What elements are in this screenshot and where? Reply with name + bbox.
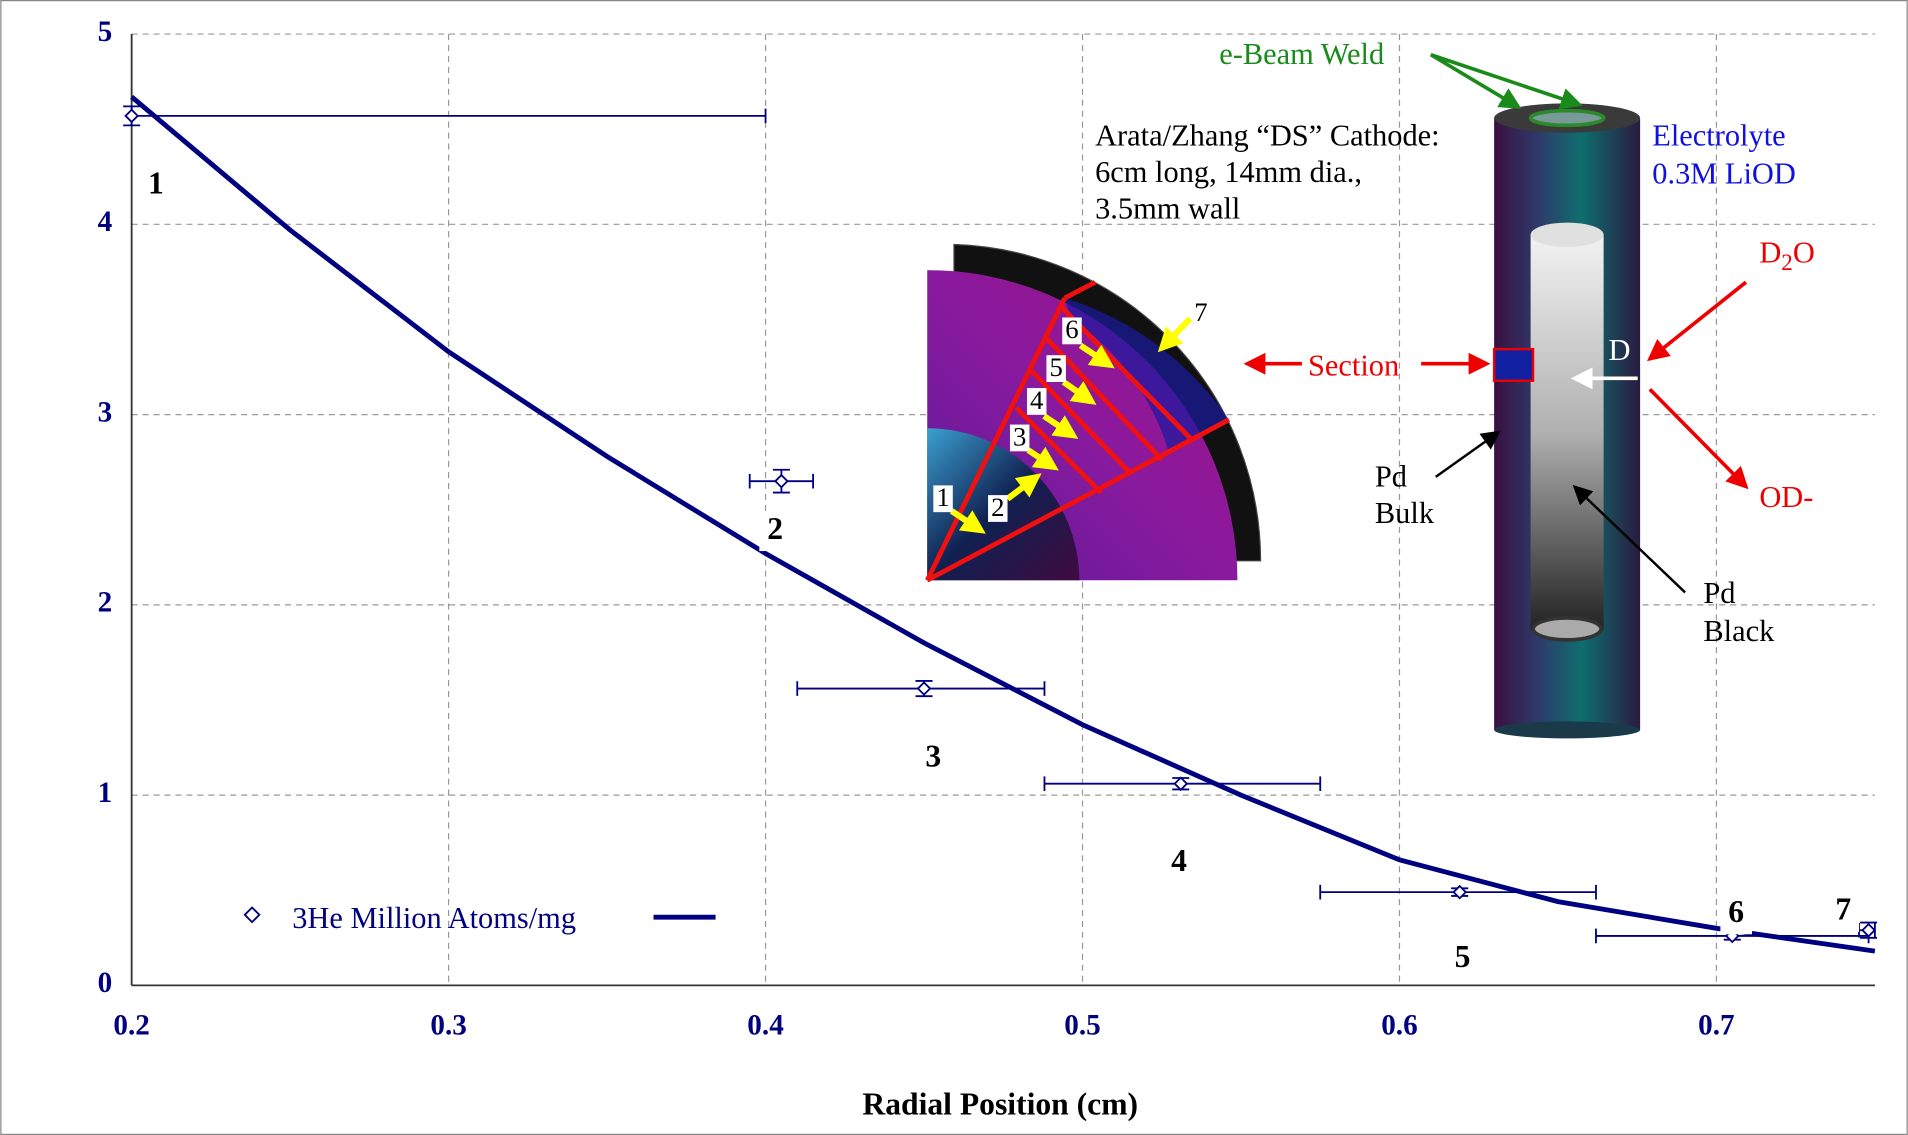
x-tick-label: 0.2: [113, 1010, 149, 1042]
pd-black-label: Pd: [1703, 576, 1735, 610]
electrolyte-label: 0.3M LiOD: [1652, 156, 1796, 190]
y-tick-label: 1: [98, 777, 113, 809]
d-label: D: [1608, 333, 1630, 367]
point-label: 7: [1835, 892, 1851, 927]
y-tick-label: 2: [98, 587, 113, 619]
y-tick-label: 5: [98, 16, 113, 48]
pd-bulk-label: Bulk: [1375, 496, 1435, 530]
d2o-part: O: [1793, 235, 1815, 269]
pd-bulk-label: Pd: [1375, 459, 1407, 493]
x-tick-label: 0.6: [1381, 1010, 1417, 1042]
section-number: 2: [991, 492, 1004, 522]
section-number: 6: [1065, 314, 1078, 344]
pd-black-label: Black: [1703, 614, 1775, 648]
point-label: 3: [925, 738, 941, 773]
x-axis-label: Radial Position (cm): [862, 1086, 1138, 1121]
point-label: 4: [1171, 843, 1187, 878]
point-label: 2: [767, 511, 783, 546]
x-tick-label: 0.7: [1698, 1010, 1734, 1042]
x-tick-label: 0.3: [430, 1010, 466, 1042]
weld-label: e-Beam Weld: [1219, 37, 1384, 71]
section-number: 4: [1030, 385, 1043, 415]
section-number: 7: [1194, 297, 1207, 327]
y-tick-label: 3: [98, 396, 113, 428]
d2o-part: D: [1759, 235, 1781, 269]
section-number: 3: [1013, 421, 1026, 451]
od-label: OD-: [1759, 480, 1813, 514]
y-tick-label: 4: [98, 206, 113, 238]
section-label: Section: [1308, 349, 1399, 383]
cathode-label: Arata/Zhang “DS” Cathode:: [1095, 119, 1440, 153]
cathode-label: 6cm long, 14mm dia.,: [1095, 155, 1362, 189]
point-label: 1: [148, 165, 164, 200]
x-tick-label: 0.4: [747, 1010, 784, 1042]
electrolyte-label: Electrolyte: [1652, 119, 1785, 153]
section-number: 1: [936, 482, 949, 512]
point-label: 6: [1728, 894, 1744, 929]
d2o-part: 2: [1781, 249, 1793, 275]
x-tick-label: 0.5: [1064, 1010, 1100, 1042]
point-label: 5: [1455, 939, 1471, 974]
chart: 1 2 3 4 5 6 7 e-Beam Weld Arata/Zhang “D…: [0, 0, 1908, 1135]
legend-label: 3He Million Atoms/mg: [292, 901, 576, 935]
section-number: 5: [1049, 352, 1062, 382]
cathode-label: 3.5mm wall: [1095, 192, 1240, 226]
y-tick-label: 0: [98, 967, 113, 999]
